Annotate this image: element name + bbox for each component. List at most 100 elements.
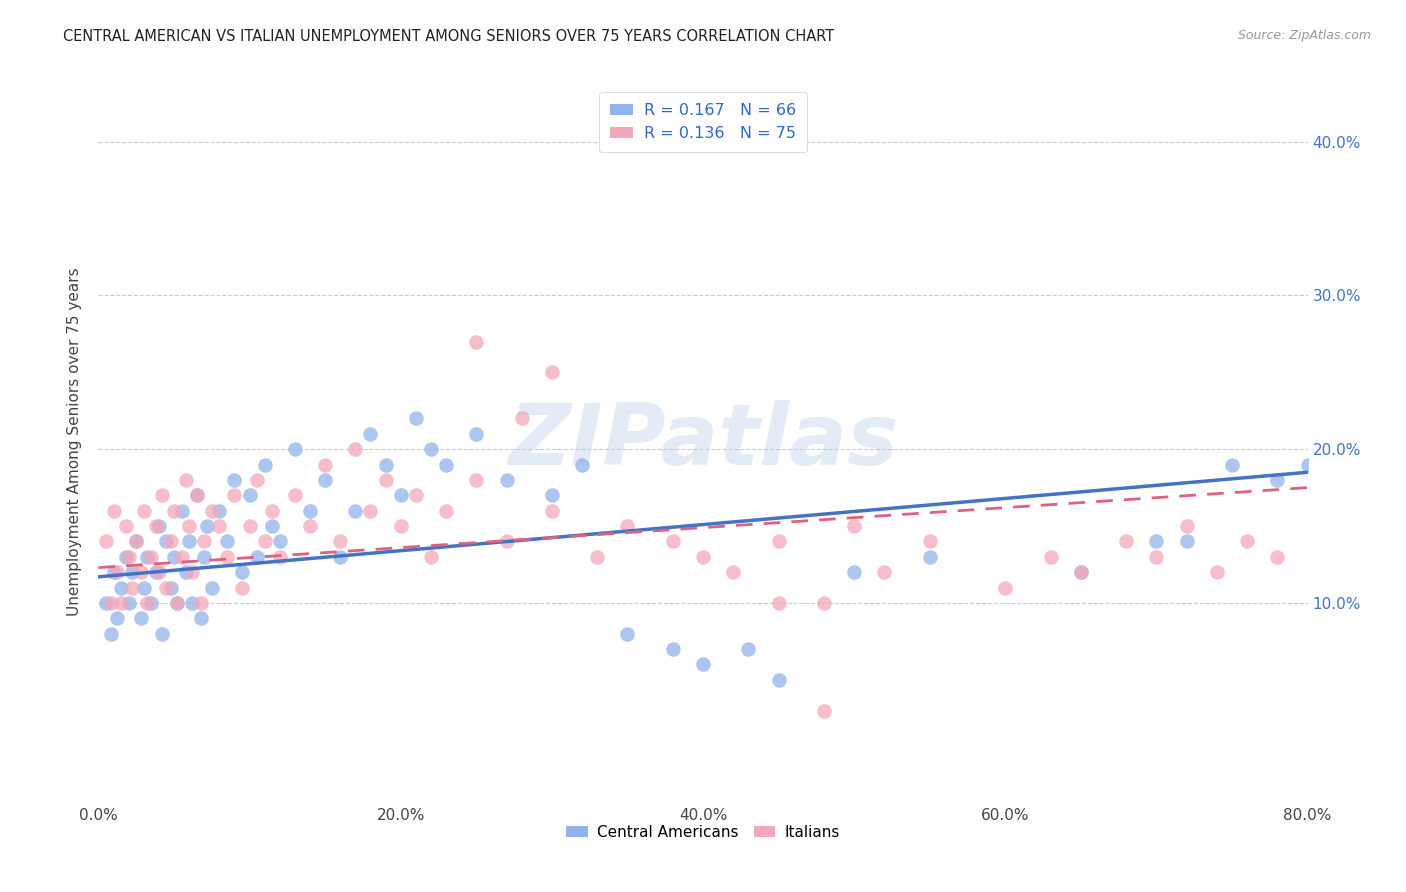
Point bbox=[246, 473, 269, 487]
Point bbox=[215, 549, 238, 564]
Point bbox=[100, 626, 122, 640]
Point bbox=[360, 426, 382, 441]
Point bbox=[150, 488, 173, 502]
Point bbox=[1144, 549, 1167, 564]
Point bbox=[239, 488, 262, 502]
Point bbox=[148, 565, 170, 579]
Point bbox=[239, 519, 262, 533]
Point bbox=[1296, 458, 1319, 472]
Point bbox=[135, 596, 157, 610]
Point bbox=[389, 519, 412, 533]
Point bbox=[208, 519, 231, 533]
Point bbox=[374, 473, 396, 487]
Point bbox=[193, 549, 215, 564]
Point bbox=[616, 519, 638, 533]
Point bbox=[129, 611, 152, 625]
Point bbox=[125, 534, 148, 549]
Point bbox=[465, 334, 488, 349]
Point bbox=[540, 365, 562, 379]
Point bbox=[253, 458, 276, 472]
Point bbox=[768, 534, 790, 549]
Point bbox=[94, 534, 117, 549]
Point bbox=[1175, 534, 1198, 549]
Point bbox=[150, 626, 173, 640]
Point bbox=[190, 611, 212, 625]
Point bbox=[661, 534, 683, 549]
Point bbox=[105, 565, 128, 579]
Point bbox=[208, 504, 231, 518]
Point bbox=[163, 504, 186, 518]
Point bbox=[269, 534, 291, 549]
Y-axis label: Unemployment Among Seniors over 75 years: Unemployment Among Seniors over 75 years bbox=[67, 268, 83, 615]
Point bbox=[155, 581, 177, 595]
Point bbox=[174, 473, 197, 487]
Point bbox=[360, 504, 382, 518]
Point bbox=[160, 534, 183, 549]
Point bbox=[231, 565, 253, 579]
Point bbox=[141, 596, 163, 610]
Point bbox=[141, 549, 163, 564]
Point bbox=[1267, 473, 1289, 487]
Point bbox=[329, 534, 352, 549]
Point bbox=[495, 473, 517, 487]
Point bbox=[692, 657, 714, 672]
Point bbox=[170, 549, 193, 564]
Point bbox=[844, 519, 866, 533]
Point bbox=[299, 519, 322, 533]
Point bbox=[284, 442, 307, 457]
Point bbox=[586, 549, 609, 564]
Point bbox=[1039, 549, 1062, 564]
Point bbox=[405, 411, 427, 425]
Point bbox=[616, 626, 638, 640]
Point bbox=[166, 596, 188, 610]
Point bbox=[1175, 519, 1198, 533]
Point bbox=[201, 504, 224, 518]
Point bbox=[132, 504, 155, 518]
Point bbox=[768, 673, 790, 687]
Point bbox=[918, 534, 941, 549]
Point bbox=[145, 519, 167, 533]
Point bbox=[692, 549, 714, 564]
Point bbox=[420, 549, 443, 564]
Point bbox=[166, 596, 188, 610]
Point bbox=[262, 504, 284, 518]
Point bbox=[110, 581, 132, 595]
Point bbox=[170, 504, 193, 518]
Point bbox=[873, 565, 896, 579]
Point bbox=[201, 581, 224, 595]
Point bbox=[186, 488, 208, 502]
Point bbox=[540, 504, 562, 518]
Point bbox=[844, 565, 866, 579]
Point bbox=[737, 642, 759, 657]
Point bbox=[314, 458, 336, 472]
Point bbox=[148, 519, 170, 533]
Point bbox=[1070, 565, 1092, 579]
Point bbox=[135, 549, 157, 564]
Point bbox=[179, 534, 201, 549]
Point bbox=[94, 596, 117, 610]
Point bbox=[155, 534, 177, 549]
Point bbox=[465, 473, 488, 487]
Point bbox=[190, 596, 212, 610]
Point bbox=[195, 519, 218, 533]
Point bbox=[813, 596, 835, 610]
Point bbox=[160, 581, 183, 595]
Point bbox=[994, 581, 1017, 595]
Point bbox=[262, 519, 284, 533]
Point bbox=[495, 534, 517, 549]
Point bbox=[114, 519, 136, 533]
Point bbox=[193, 534, 215, 549]
Point bbox=[163, 549, 186, 564]
Point bbox=[420, 442, 443, 457]
Point bbox=[253, 534, 276, 549]
Point bbox=[118, 549, 141, 564]
Point bbox=[231, 581, 253, 595]
Point bbox=[1115, 534, 1137, 549]
Point bbox=[132, 581, 155, 595]
Point bbox=[1267, 549, 1289, 564]
Legend: Central Americans, Italians: Central Americans, Italians bbox=[560, 819, 846, 846]
Point bbox=[314, 473, 336, 487]
Point bbox=[284, 488, 307, 502]
Point bbox=[114, 549, 136, 564]
Point bbox=[344, 442, 367, 457]
